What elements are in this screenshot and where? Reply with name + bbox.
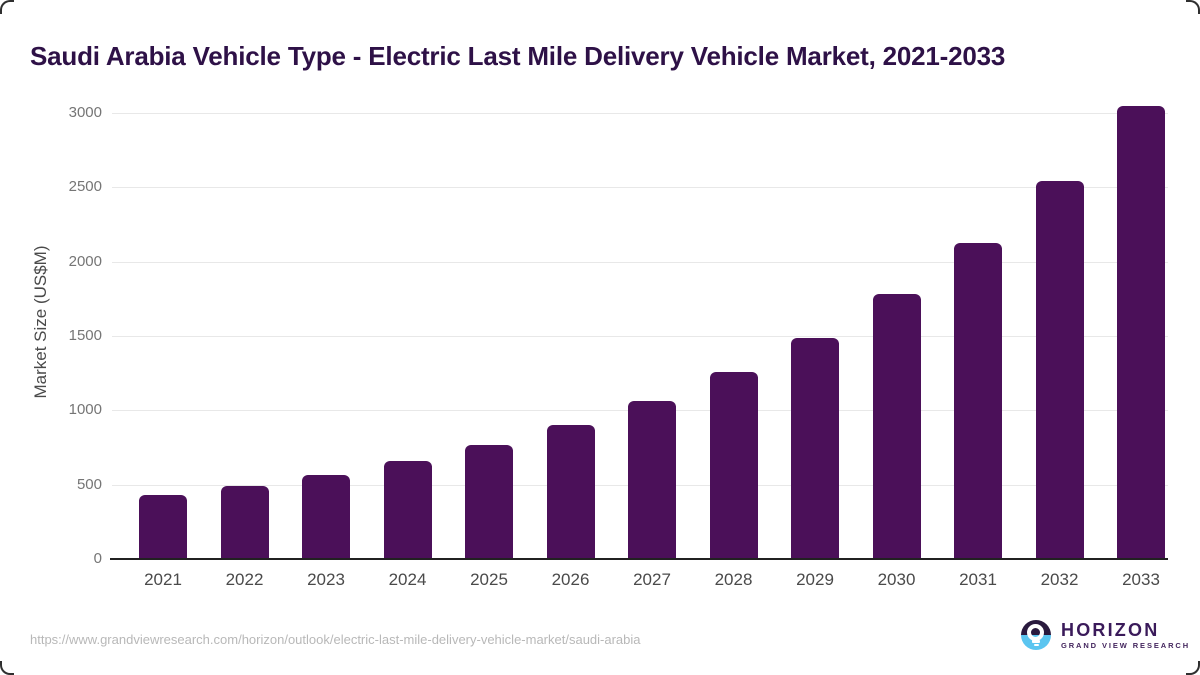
y-tick-label-500: 500 <box>76 475 102 493</box>
x-tick-label-2031: 2031 <box>959 570 997 589</box>
x-tick-label-2029: 2029 <box>796 570 834 589</box>
y-tick-label-1000: 1000 <box>68 401 102 419</box>
x-tick-label-2026: 2026 <box>551 570 590 589</box>
decorative-corner <box>1186 661 1200 675</box>
x-tick-label-2021: 2021 <box>144 570 182 589</box>
logo-subtitle: GRAND VIEW RESEARCH <box>1061 640 1191 650</box>
x-tick-label-2025: 2025 <box>470 570 508 589</box>
bar-2025 <box>465 445 513 558</box>
y-tick-label-1500: 1500 <box>68 327 102 344</box>
x-tick-label-2032: 2032 <box>1040 570 1079 589</box>
y-tick-label-2500: 2500 <box>68 178 102 196</box>
horizon-sun-icon <box>1021 620 1051 650</box>
bar-2023 <box>302 474 350 558</box>
horizon-logo: HORIZON GRAND VIEW RESEARCH <box>1021 620 1190 650</box>
bar-2026 <box>546 424 595 558</box>
x-tick-label-2022: 2022 <box>225 570 264 589</box>
bar-2028 <box>709 372 758 558</box>
x-tick-label-2033: 2033 <box>1122 570 1160 589</box>
reflection-line-icon <box>1033 644 1039 646</box>
x-tick-label-2028: 2028 <box>714 570 753 589</box>
x-tick-label-2027: 2027 <box>633 570 671 589</box>
reflection-line-icon <box>1032 640 1040 643</box>
bar-2030 <box>872 294 921 558</box>
gridline-2500 <box>112 187 1168 189</box>
y-tick-label-3000: 3000 <box>68 104 102 121</box>
source-url-link[interactable]: https://www.grandviewresearch.com/horizo… <box>30 632 641 647</box>
bar-2032 <box>1035 181 1084 558</box>
x-tick-label-2023: 2023 <box>307 570 345 589</box>
bar-2031 <box>954 242 1002 558</box>
bar-2029 <box>791 337 839 558</box>
x-tick-label-2024: 2024 <box>388 570 427 589</box>
x-axis-line <box>110 558 1168 560</box>
decorative-corner <box>1186 0 1200 14</box>
gridline-1500 <box>112 336 1168 337</box>
chart-title: Saudi Arabia Vehicle Type - Electric Las… <box>30 41 1006 72</box>
sun-ring-icon <box>1027 624 1044 641</box>
bar-chart-plot-area: 0 500 1000 1500 2000 2500 3000 2021 2022 2023 2024… <box>69 104 1168 589</box>
bar-2033 <box>1117 106 1165 558</box>
gridline-3000 <box>112 113 1168 114</box>
bar-2024 <box>383 461 432 558</box>
logo-name: HORIZON <box>1061 619 1160 640</box>
decorative-corner <box>0 0 14 14</box>
gridline-2000 <box>112 261 1168 263</box>
bar-2021 <box>139 494 187 558</box>
y-tick-label-0: 0 <box>93 550 102 567</box>
y-tick-label-2000: 2000 <box>68 252 102 270</box>
decorative-corner <box>0 661 14 675</box>
x-tick-label-2030: 2030 <box>877 570 916 589</box>
bar-2027 <box>628 401 676 558</box>
bar-2022 <box>220 485 269 558</box>
logo-wordmark: HORIZON GRAND VIEW RESEARCH <box>1061 621 1190 650</box>
